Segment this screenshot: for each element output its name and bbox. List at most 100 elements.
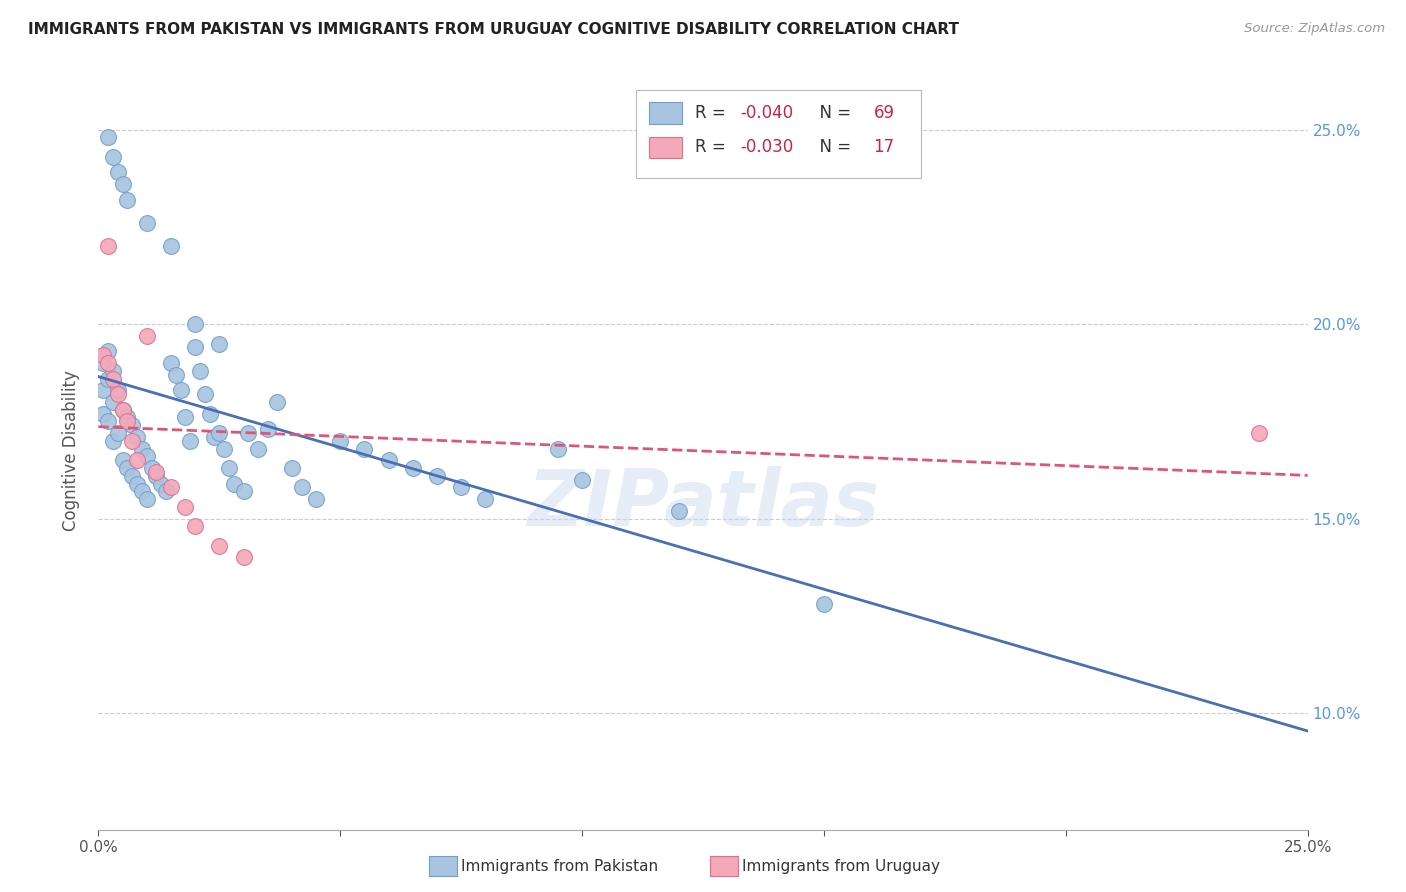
Point (121, 434, 143, 448)
Point (91, 383, 114, 397)
Point (111, 453, 134, 467)
Point (813, 597, 835, 611)
Point (198, 407, 221, 421)
Point (131, 442, 153, 456)
Point (184, 317, 207, 331)
Point (222, 476, 245, 491)
Point (377, 453, 399, 467)
Text: -0.040: -0.040 (741, 104, 793, 122)
Point (91, 407, 114, 421)
Point (117, 414, 139, 428)
Text: Immigrants from Pakistan: Immigrants from Pakistan (461, 859, 658, 873)
Point (131, 484, 153, 499)
Point (97, 130, 120, 145)
Point (111, 402, 134, 417)
Point (91, 356, 114, 370)
Text: IMMIGRANTS FROM PAKISTAN VS IMMIGRANTS FROM URUGUAY COGNITIVE DISABILITY CORRELA: IMMIGRANTS FROM PAKISTAN VS IMMIGRANTS F… (28, 22, 959, 37)
Point (135, 491, 157, 506)
Text: ZIPatlas: ZIPatlas (527, 466, 879, 541)
Y-axis label: Cognitive Disability: Cognitive Disability (62, 370, 80, 531)
Point (145, 465, 167, 479)
Point (266, 395, 288, 409)
Point (353, 442, 375, 456)
Point (101, 150, 124, 164)
Point (117, 461, 139, 475)
Point (97, 356, 120, 370)
Point (188, 364, 211, 378)
Text: 17: 17 (873, 138, 894, 156)
Point (184, 340, 207, 354)
Point (111, 177, 134, 191)
Point (426, 468, 449, 483)
Point (117, 193, 139, 207)
Point (107, 165, 129, 179)
Point (174, 500, 197, 514)
Point (232, 550, 254, 565)
Point (117, 410, 139, 425)
Bar (648, 136, 682, 158)
Point (402, 461, 425, 475)
Point (194, 387, 217, 401)
Point (160, 480, 183, 494)
Point (247, 442, 270, 456)
Point (141, 461, 163, 475)
Text: R =: R = (695, 104, 731, 122)
Point (101, 395, 124, 409)
Point (290, 480, 312, 494)
Point (184, 519, 207, 533)
Point (450, 480, 472, 494)
Point (135, 328, 157, 343)
Point (256, 422, 278, 436)
Point (208, 425, 231, 440)
Point (238, 425, 260, 440)
Text: N =: N = (810, 104, 856, 122)
Text: -0.030: -0.030 (741, 138, 794, 156)
Point (208, 539, 231, 553)
Point (208, 336, 231, 351)
Point (111, 402, 134, 417)
Point (135, 450, 157, 464)
Point (165, 368, 187, 382)
Text: R =: R = (695, 138, 731, 156)
Text: Source: ZipAtlas.com: Source: ZipAtlas.com (1244, 22, 1385, 36)
Point (127, 453, 149, 467)
Bar (648, 103, 682, 124)
Point (101, 434, 124, 448)
Point (305, 491, 328, 506)
Point (97, 414, 120, 428)
Text: N =: N = (810, 138, 856, 156)
FancyBboxPatch shape (637, 90, 921, 178)
Point (121, 418, 143, 433)
Point (107, 387, 129, 401)
Point (160, 239, 183, 253)
Point (174, 410, 197, 425)
Point (101, 364, 124, 378)
Point (160, 356, 183, 370)
Point (329, 434, 352, 448)
Point (150, 476, 173, 491)
Point (97, 239, 120, 253)
Point (155, 484, 177, 499)
Point (547, 442, 569, 456)
Point (169, 383, 191, 397)
Point (474, 491, 496, 506)
Point (232, 484, 254, 499)
Point (121, 468, 143, 483)
Point (218, 461, 240, 475)
Point (127, 476, 149, 491)
Point (179, 434, 201, 448)
Point (281, 461, 304, 475)
Point (145, 468, 167, 483)
Point (127, 430, 149, 444)
Text: 69: 69 (873, 104, 894, 122)
Point (97, 371, 120, 385)
Text: Immigrants from Uruguay: Immigrants from Uruguay (742, 859, 941, 873)
Point (668, 504, 690, 518)
Point (204, 430, 226, 444)
Point (101, 371, 124, 385)
Point (97, 344, 120, 359)
Point (212, 442, 235, 456)
Point (571, 473, 593, 487)
Point (91, 348, 114, 362)
Point (107, 425, 129, 440)
